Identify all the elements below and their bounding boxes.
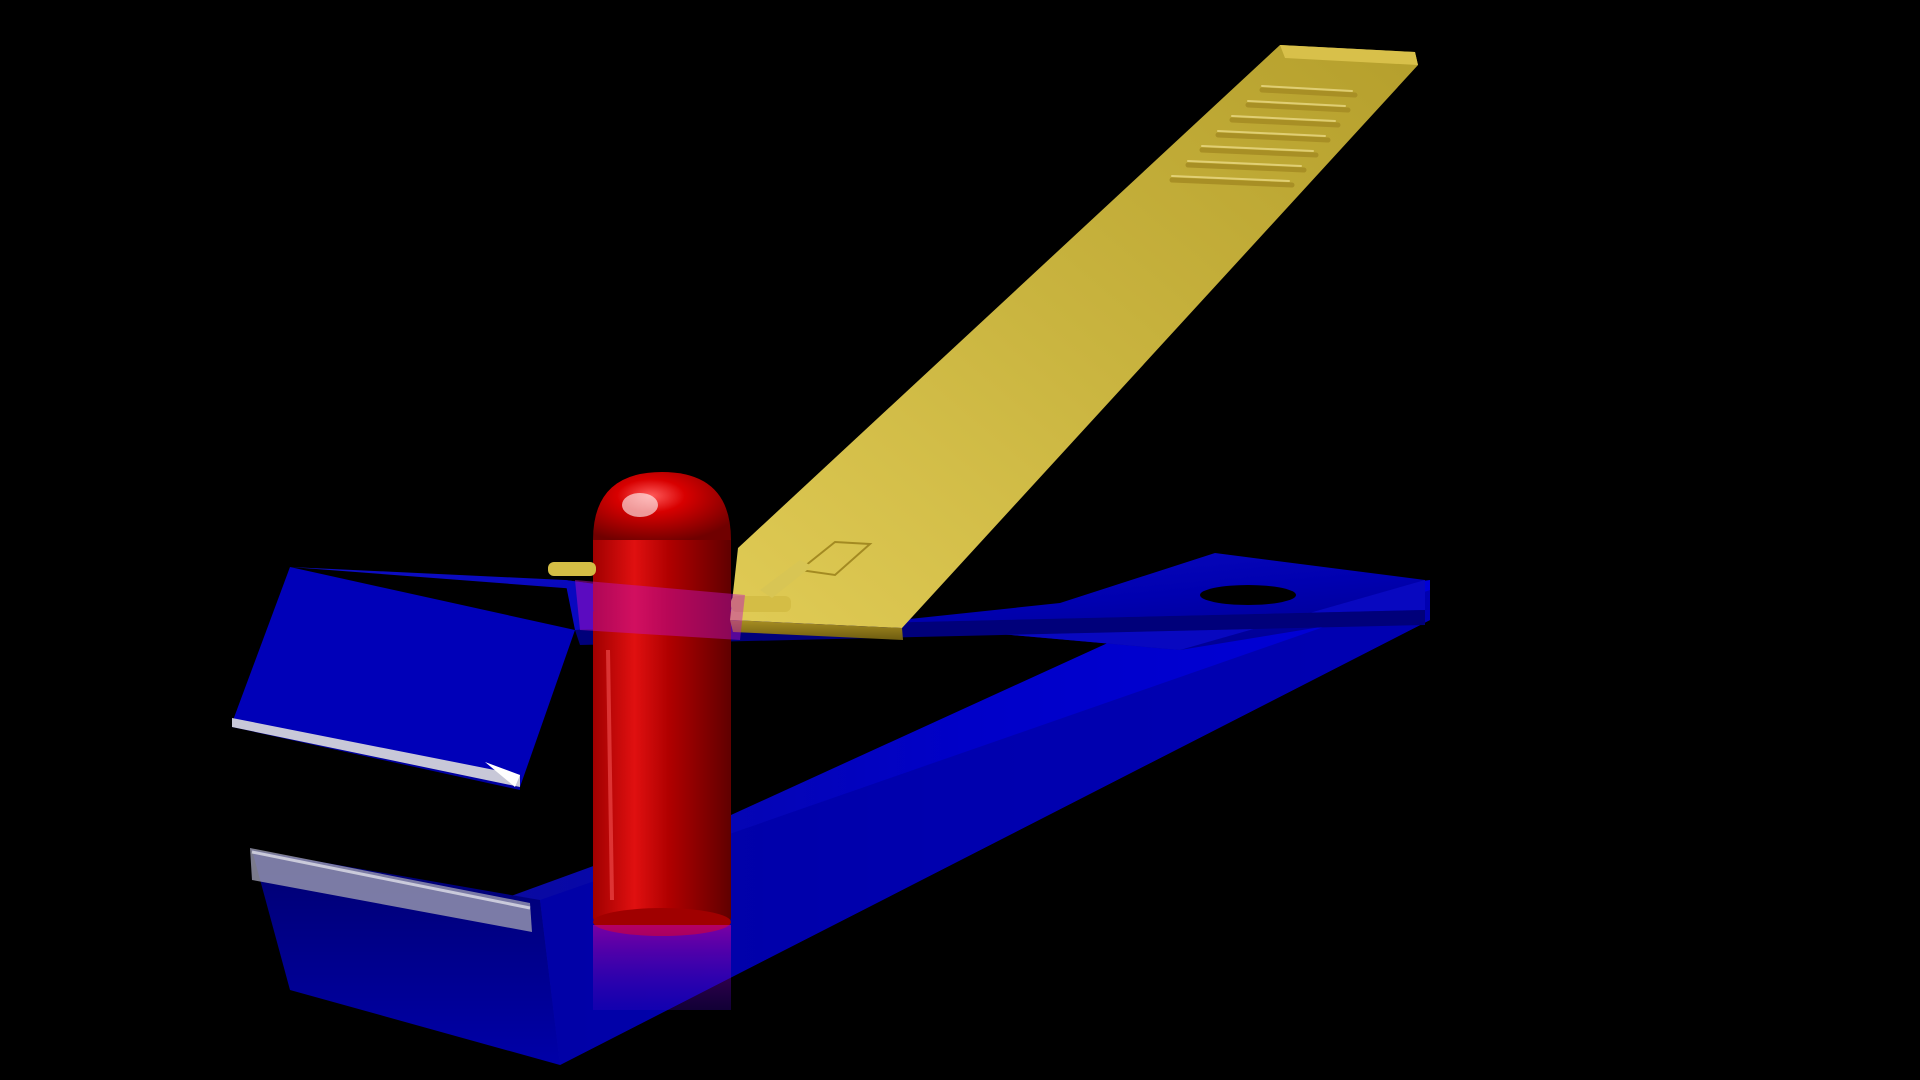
lever-grip-ridges <box>1169 87 1358 188</box>
pin-reflection <box>575 580 745 640</box>
lower-jaw <box>250 580 1430 1065</box>
hinge-pin <box>548 560 812 612</box>
upper-jaw <box>232 553 1425 790</box>
jaw-hole <box>1200 585 1296 605</box>
lever-handle <box>730 45 1418 640</box>
pivot-pin <box>593 472 731 1010</box>
